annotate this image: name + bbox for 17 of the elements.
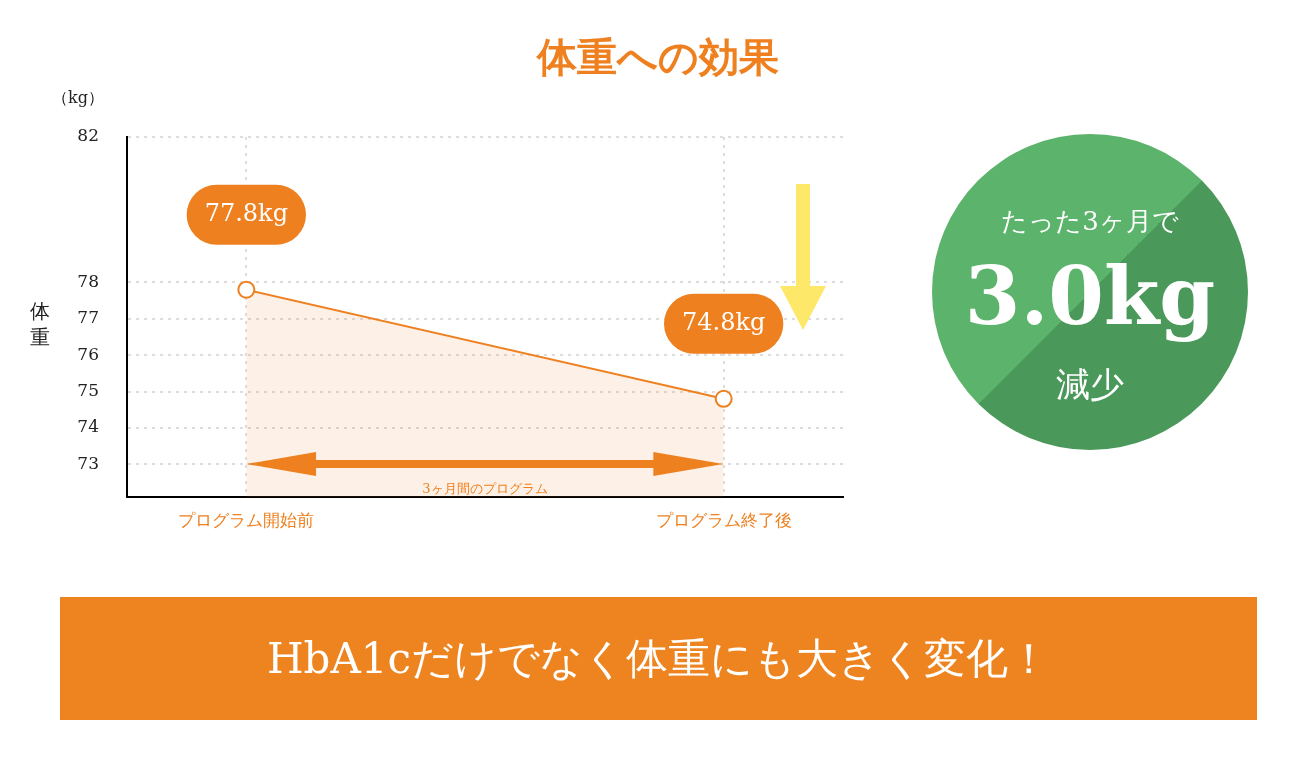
y-tick-label: 73 <box>77 452 99 473</box>
y-tick-label: 74 <box>77 416 99 437</box>
circle-badge: たった3ヶ月で 3.0kg 減少 <box>932 134 1248 450</box>
y-tick-label: 77 <box>77 307 99 328</box>
y-tick-label: 76 <box>77 343 99 364</box>
y-tick-label: 78 <box>77 270 99 291</box>
data-label: 74.8kg <box>681 308 766 337</box>
x-tick-label: プログラム開始前 <box>178 509 315 530</box>
annotation: 3ヶ月間のプログラム <box>422 480 548 499</box>
y-tick-label: 82 <box>77 125 99 146</box>
y-tick-label: 75 <box>77 379 99 400</box>
text: HbA1cだけでなく体重にも大きく変化！ <box>60 597 1257 720</box>
y-axis-title: 体重 <box>30 298 51 350</box>
x-tick-label: プログラム終了後 <box>655 509 792 530</box>
text: （kg） <box>52 88 104 109</box>
data-label: 77.8kg <box>204 198 289 227</box>
chart-title: 体重への効果 <box>535 33 780 82</box>
